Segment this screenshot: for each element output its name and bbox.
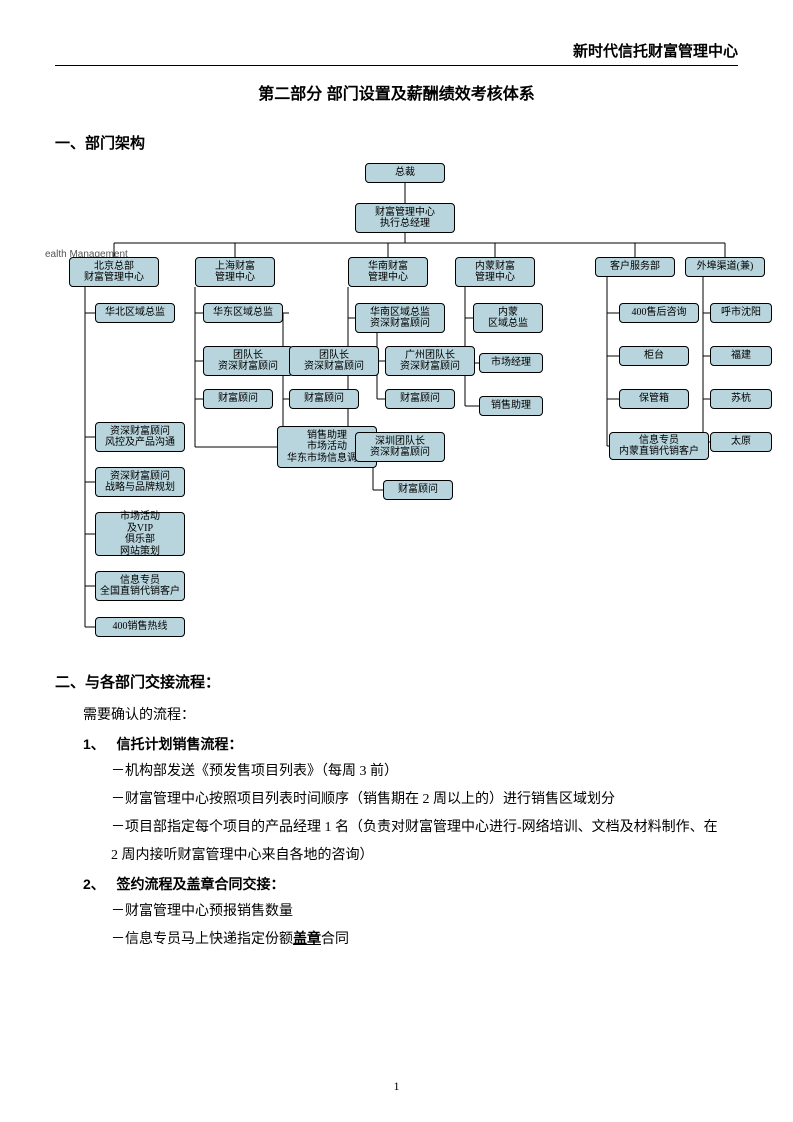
org-node: 财富顾问 <box>385 389 455 409</box>
org-node: 广州团队长资深财富顾问 <box>385 346 475 376</box>
org-node: 深圳团队长资深财富顾问 <box>355 432 445 462</box>
org-node: 福建 <box>710 346 772 366</box>
org-node: 内蒙财富管理中心 <box>455 257 535 287</box>
org-node: 北京总部财富管理中心 <box>69 257 159 287</box>
org-node: 华南区域总监资深财富顾问 <box>355 303 445 333</box>
org-node: 财富管理中心执行总经理 <box>355 203 455 233</box>
org-node: 400售后咨询 <box>619 303 699 323</box>
flow-bullet: －项目部指定每个项目的产品经理 1 名（负责对财富管理中心进行-网络培训、文档及… <box>55 814 738 870</box>
org-node: 华南财富管理中心 <box>348 257 428 287</box>
org-node: 财富顾问 <box>289 389 359 409</box>
flow-item-1-title: 1、 信托计划销售流程： <box>55 730 738 758</box>
org-node: 上海财富管理中心 <box>195 257 275 287</box>
org-node: 400销售热线 <box>95 617 185 637</box>
flow-item-2-title: 2、 签约流程及盖章合同交接： <box>55 870 738 898</box>
section-2-intro: 需要确认的流程： <box>55 702 738 730</box>
section-2-heading: 二、与各部门交接流程： <box>55 671 738 692</box>
org-node: 保管箱 <box>619 389 689 409</box>
org-node: 柜台 <box>619 346 689 366</box>
org-node: 团队长资深财富顾问 <box>289 346 379 376</box>
org-node: 太原 <box>710 432 772 452</box>
flow-bullet: －机构部发送《预发售项目列表》（每周 3 前） <box>55 758 738 786</box>
page-number: 1 <box>0 1079 793 1094</box>
flow-item-title: 签约流程及盖章合同交接： <box>116 876 284 892</box>
org-node: 华东区域总监 <box>203 303 283 323</box>
section-1-heading: 一、部门架构 <box>55 132 738 153</box>
org-node: 财富顾问 <box>383 480 453 500</box>
part-title: 第二部分 部门设置及薪酬绩效考核体系 <box>55 80 738 104</box>
org-node: 外埠渠道(兼) <box>685 257 765 277</box>
org-node: 市场活动及VIP俱乐部网站策划 <box>95 512 185 556</box>
org-node: 财富顾问 <box>203 389 273 409</box>
org-node: 苏杭 <box>710 389 772 409</box>
org-node: 资深财富顾问战略与品牌规划 <box>95 467 185 497</box>
org-node: 信息专员内蒙直销代销客户 <box>609 432 709 460</box>
org-node: 总裁 <box>365 163 445 183</box>
flow-item-title: 信托计划销售流程： <box>116 736 242 752</box>
org-node: 客户服务部 <box>595 257 675 277</box>
flow-bullet: －财富管理中心按照项目列表时间顺序（销售期在 2 周以上的）进行销售区域划分 <box>55 786 738 814</box>
flow-bullet: －信息专员马上快递指定份额盖章合同 <box>55 926 738 954</box>
flow-bullet: －财富管理中心预报销售数量 <box>55 898 738 926</box>
org-node: 华北区域总监 <box>95 303 175 323</box>
org-node: 销售助理 <box>479 396 543 416</box>
org-node: 团队长资深财富顾问 <box>203 346 293 376</box>
org-chart: ealth Management <box>55 163 755 663</box>
org-node: 市场经理 <box>479 353 543 373</box>
org-node: 内蒙区域总监 <box>473 303 543 333</box>
org-node: 呼市沈阳 <box>710 303 772 323</box>
flow-item-num: 1、 <box>83 736 105 752</box>
flow-item-num: 2、 <box>83 876 105 892</box>
org-node: 资深财富顾问风控及产品沟通 <box>95 422 185 452</box>
org-node: 信息专员全国直销代销客户 <box>95 571 185 601</box>
page-header: 新时代信托财富管理中心 <box>55 40 738 66</box>
